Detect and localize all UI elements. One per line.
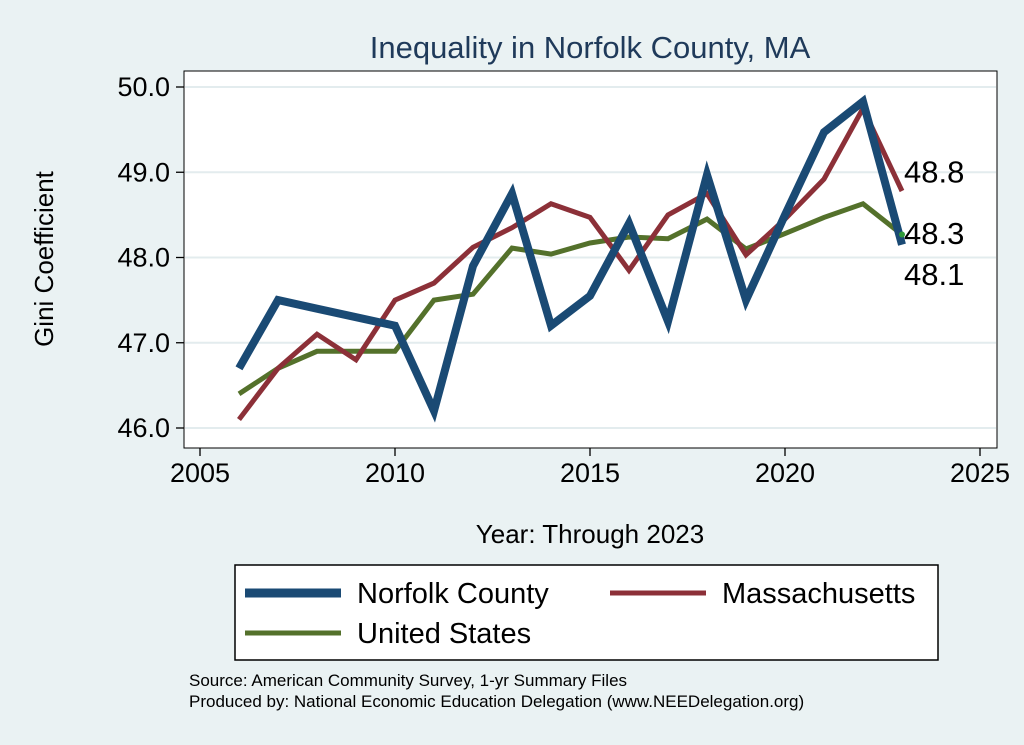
x-tick-label-1: 2010 (365, 458, 425, 488)
series-end-marker-united-states (899, 231, 905, 238)
plot-area (183, 70, 998, 449)
legend: Norfolk County Massachusetts United States (245, 578, 915, 650)
y-tick-label-0: 46.0 (117, 413, 170, 443)
producer-note: Produced by: National Economic Education… (189, 692, 804, 711)
x-tick-label-0: 2005 (170, 458, 230, 488)
series-line-massachusetts (237, 102, 905, 422)
series-lines (235, 94, 906, 423)
x-axis-title: Year: Through 2023 (476, 519, 704, 549)
legend-label-norfolk-county: Norfolk County (357, 578, 549, 610)
y-axis-title: Gini Coefficient (29, 170, 59, 347)
legend-label-united-states: United States (357, 618, 531, 650)
y-tick-label-2: 48.0 (117, 243, 170, 273)
source-note: Source: American Community Survey, 1-yr … (189, 671, 627, 690)
gridlines (185, 86, 996, 429)
end-value-labels: 48.8 48.3 48.1 (904, 154, 964, 292)
end-label-united-states: 48.3 (904, 216, 964, 251)
chart-title: Inequality in Norfolk County, MA (370, 30, 811, 65)
x-tick-label-3: 2020 (755, 458, 815, 488)
end-label-massachusetts: 48.8 (904, 154, 964, 189)
y-tick-label-3: 49.0 (117, 157, 170, 187)
series-line-norfolk-county (235, 94, 906, 423)
legend-box (234, 564, 939, 661)
y-tick-label-1: 47.0 (117, 328, 170, 358)
x-tick-label-4: 2025 (950, 458, 1010, 488)
axes: 46.0 47.0 48.0 49.0 50.0 2005 2010 2015 2020 2025 (117, 72, 1010, 488)
legend-label-massachusetts: Massachusetts (722, 578, 915, 610)
y-tick-label-4: 50.0 (117, 72, 170, 102)
end-label-norfolk-county: 48.1 (904, 257, 964, 292)
series-line-united-states (237, 200, 904, 396)
x-tick-label-2: 2015 (560, 458, 620, 488)
